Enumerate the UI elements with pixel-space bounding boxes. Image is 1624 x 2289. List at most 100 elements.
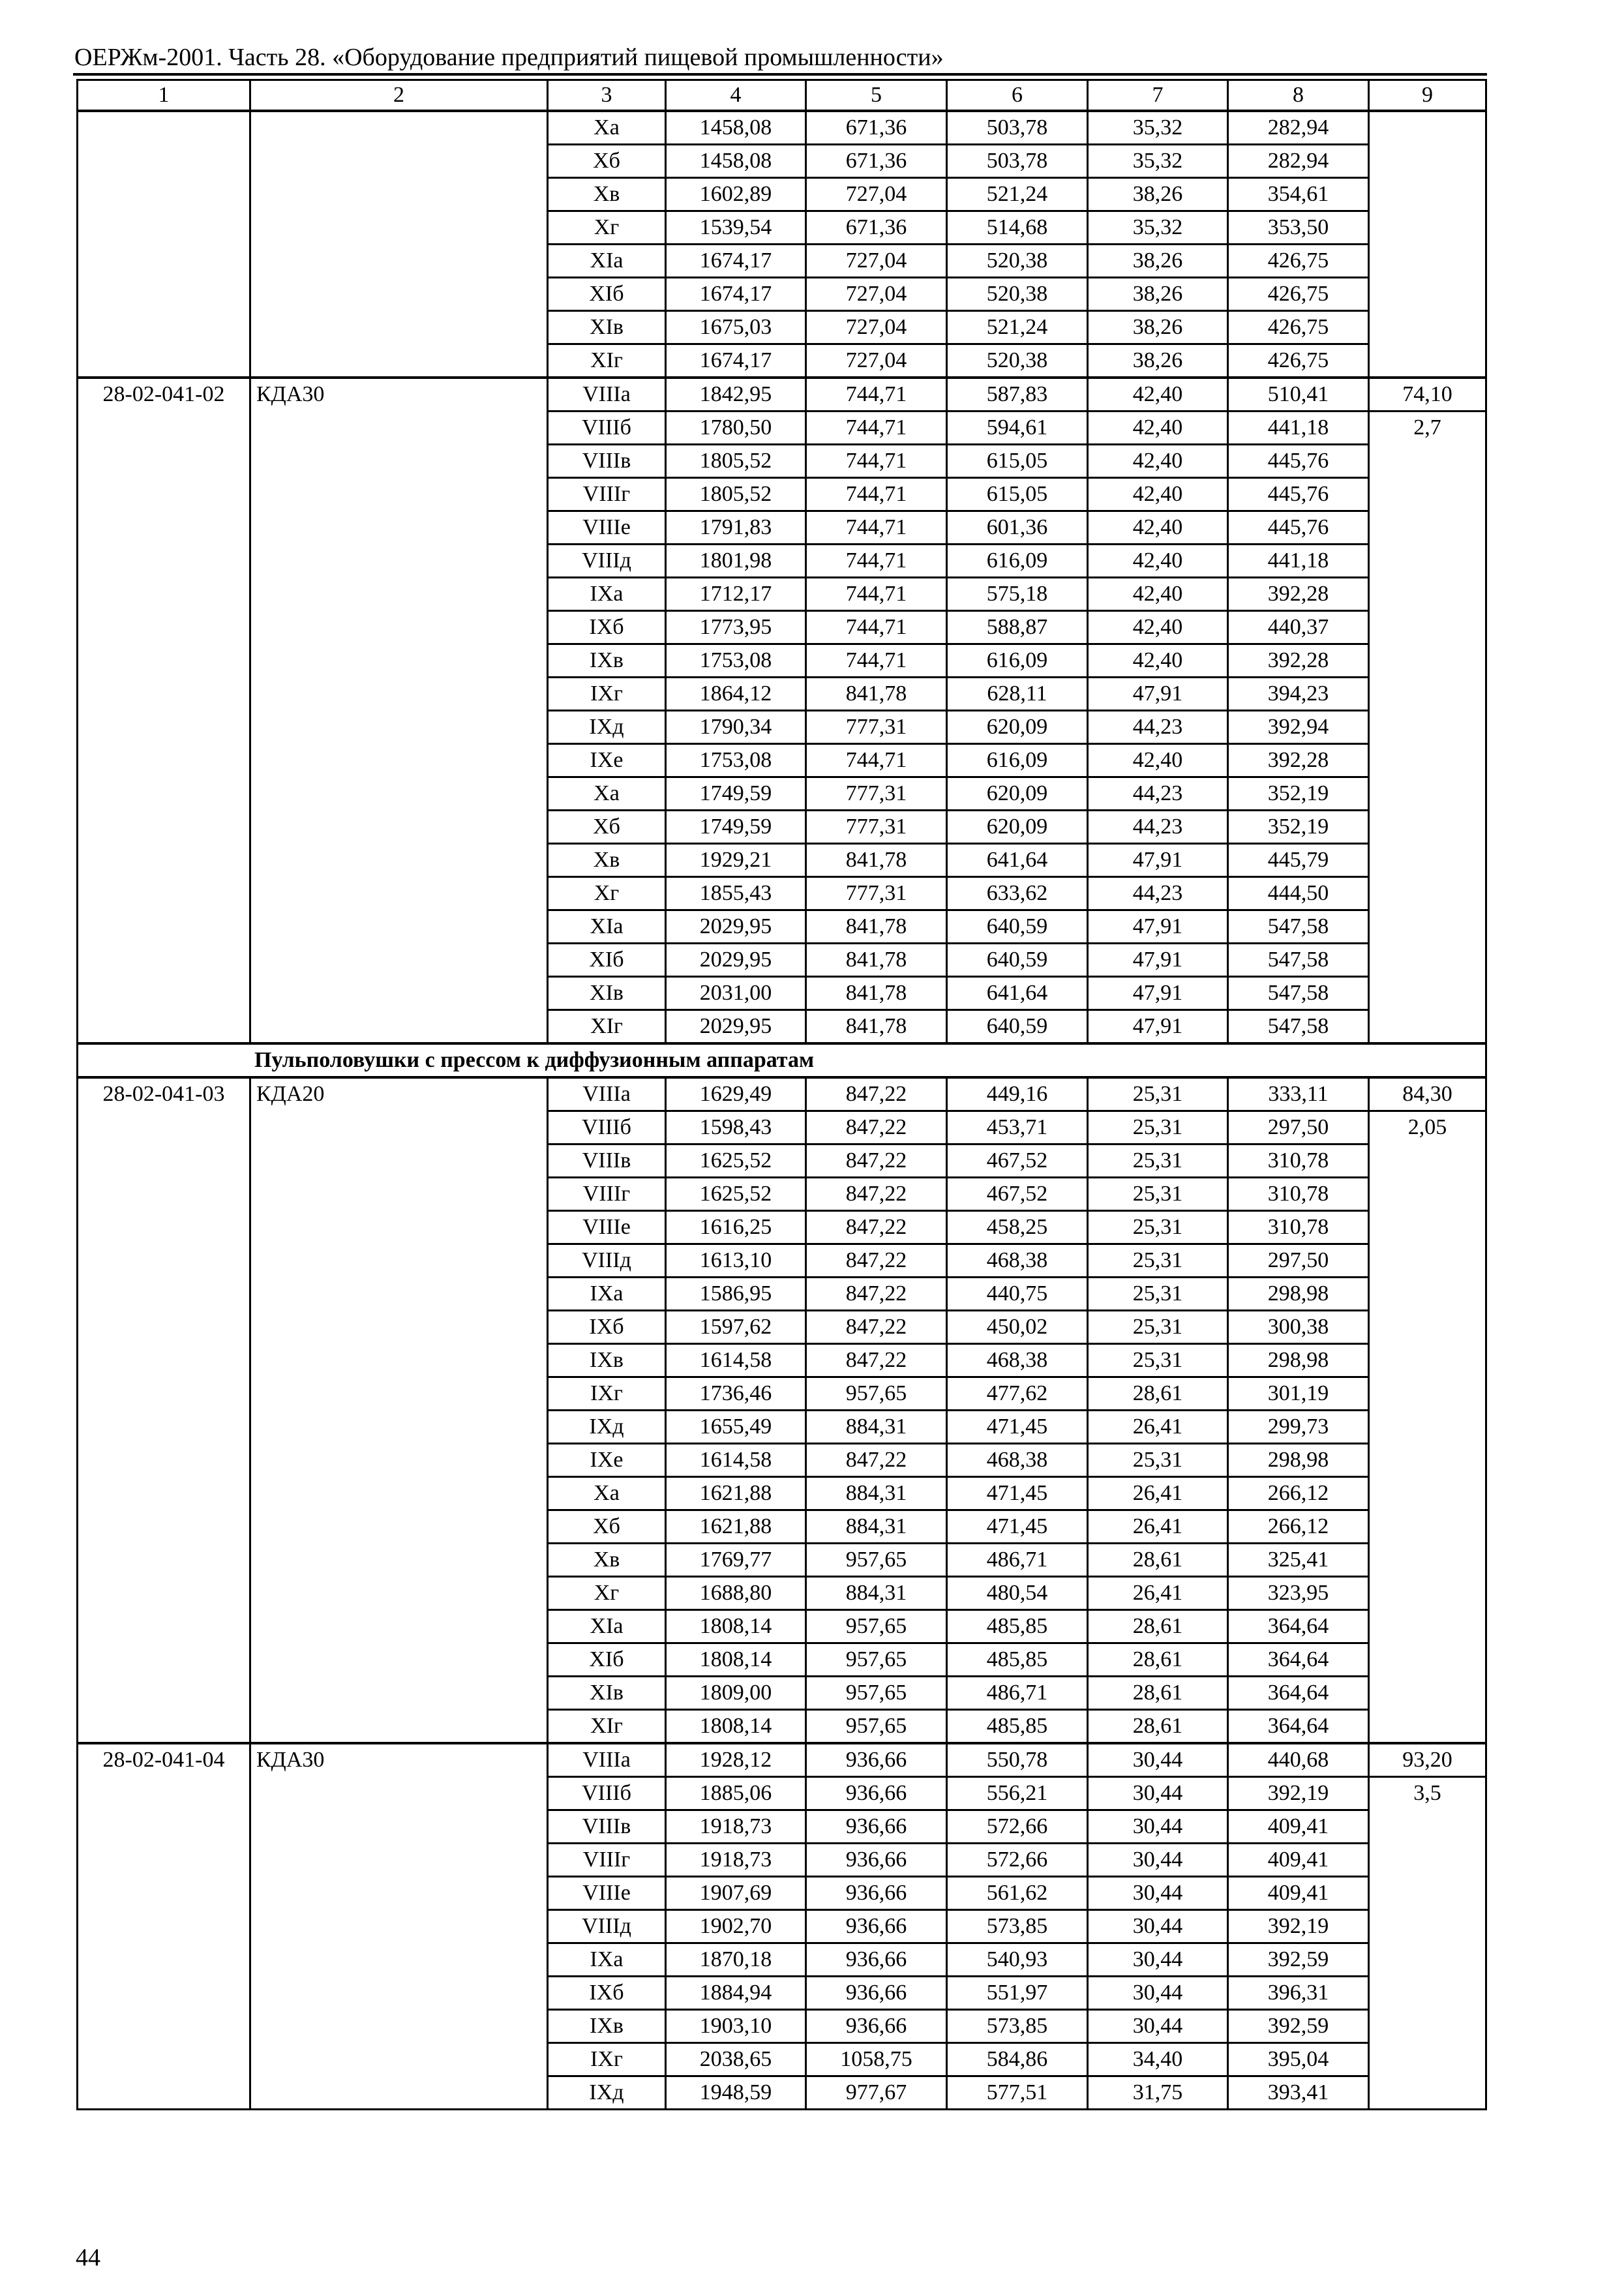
value-cell-col5: 957,65 — [805, 1709, 948, 1744]
value-cell-col6: 485,85 — [946, 1609, 1089, 1644]
value-cell-col8: 297,50 — [1227, 1243, 1370, 1278]
value-cell-col7: 42,40 — [1087, 543, 1229, 578]
value-cell-col7: 30,44 — [1087, 1876, 1229, 1911]
value-cell-col7: 42,40 — [1087, 510, 1229, 545]
value-cell-col4: 1918,73 — [665, 1809, 807, 1844]
value-cell-col5: 744,71 — [805, 610, 948, 645]
table-row: Xв 1769,77 957,65 486,71 28,61 325,41 — [78, 1542, 1486, 1578]
category-cell: Xв — [547, 177, 667, 212]
value-cell-col7: 25,31 — [1087, 1110, 1229, 1145]
value-cell-col5: 957,65 — [805, 1609, 948, 1644]
category-cell: IXб — [547, 610, 667, 645]
table-row: XIг 1674,17 727,04 520,38 38,26 426,75 — [78, 343, 1486, 379]
value-cell-col5: 847,22 — [805, 1076, 948, 1112]
value-cell-col8: 392,94 — [1227, 710, 1370, 745]
table-row: IXв 1614,58 847,22 468,38 25,31 298,98 — [78, 1343, 1486, 1378]
value-cell-col4: 2029,95 — [665, 1009, 807, 1045]
category-cell: Xв — [547, 1542, 667, 1578]
value-cell-col6: 520,38 — [946, 243, 1089, 278]
value-cell-col6: 588,87 — [946, 610, 1089, 645]
value-cell-col4: 1870,18 — [665, 1942, 807, 1977]
value-cell-col7: 28,61 — [1087, 1609, 1229, 1644]
value-cell-col4: 2029,95 — [665, 942, 807, 978]
value-cell-col8: 354,61 — [1227, 177, 1370, 212]
value-cell-col5: 977,67 — [805, 2075, 948, 2110]
table-row: XIа 1808,14 957,65 485,85 28,61 364,64 — [78, 1609, 1486, 1644]
page-header-title: ОЕРЖм-2001. Часть 28. «Оборудование пред… — [74, 44, 944, 71]
table-body: Xа 1458,08 671,36 503,78 35,32 282,94 Xб 1458,0… — [76, 110, 1487, 2110]
value-cell-col5: 777,31 — [805, 809, 948, 845]
value-cell-col5: 744,71 — [805, 376, 948, 412]
table-row: VIIIд 1801,98 744,71 616,09 42,40 441,18 — [78, 543, 1486, 578]
value-cell-col6: 458,25 — [946, 1210, 1089, 1245]
value-cell-col4: 1801,98 — [665, 543, 807, 578]
value-cell-col8: 364,64 — [1227, 1609, 1370, 1644]
value-cell-col5: 884,31 — [805, 1509, 948, 1544]
value-cell-col4: 1903,10 — [665, 2009, 807, 2044]
value-cell-col5: 936,66 — [805, 1876, 948, 1911]
value-cell-col6: 520,38 — [946, 343, 1089, 379]
value-cell-col7: 44,23 — [1087, 809, 1229, 845]
value-cell-col5: 936,66 — [805, 2009, 948, 2044]
value-cell-col8: 510,41 — [1227, 376, 1370, 412]
value-cell-col4: 1907,69 — [665, 1876, 807, 1911]
col9-cell — [1368, 110, 1487, 379]
value-cell-col4: 1884,94 — [665, 1975, 807, 2011]
value-cell-col5: 671,36 — [805, 143, 948, 179]
unit-value-cell: 3,5 — [1368, 1776, 1487, 2110]
value-cell-col8: 393,41 — [1227, 2075, 1370, 2110]
value-cell-col7: 25,31 — [1087, 1143, 1229, 1178]
table-row: VIIIв 1625,52 847,22 467,52 25,31 310,78 — [78, 1143, 1486, 1178]
value-cell-col6: 467,52 — [946, 1176, 1089, 1212]
value-cell-col7: 28,61 — [1087, 1709, 1229, 1744]
table-row: IXг 2038,65 1058,75 584,86 34,40 395,04 — [78, 2042, 1486, 2077]
value-cell-col6: 616,09 — [946, 643, 1089, 678]
table-row: Xа 1621,88 884,31 471,45 26,41 266,12 — [78, 1476, 1486, 1511]
value-cell-col8: 266,12 — [1227, 1476, 1370, 1511]
value-cell-col5: 777,31 — [805, 710, 948, 745]
value-cell-col4: 1790,34 — [665, 710, 807, 745]
value-cell-col5: 744,71 — [805, 410, 948, 445]
table-row: Xв 1602,89 727,04 521,24 38,26 354,61 — [78, 177, 1486, 212]
value-cell-col8: 426,75 — [1227, 343, 1370, 379]
value-cell-col6: 561,62 — [946, 1876, 1089, 1911]
value-cell-col8: 547,58 — [1227, 976, 1370, 1011]
category-cell: XIа — [547, 909, 667, 944]
table-row: IXа 1586,95 847,22 440,75 25,31 298,98 — [78, 1276, 1486, 1311]
value-cell-col5: 841,78 — [805, 909, 948, 944]
value-cell-col5: 847,22 — [805, 1243, 948, 1278]
value-cell-col7: 47,91 — [1087, 1009, 1229, 1045]
category-cell: VIIIв — [547, 443, 667, 479]
value-cell-col5: 936,66 — [805, 1942, 948, 1977]
value-cell-col6: 468,38 — [946, 1343, 1089, 1378]
value-cell-col8: 392,59 — [1227, 2009, 1370, 2044]
category-cell: XIв — [547, 976, 667, 1011]
rate-code-cell: 28-02-041-03 — [76, 1076, 251, 1744]
category-cell: XIв — [547, 310, 667, 345]
value-cell-col8: 333,11 — [1227, 1076, 1370, 1112]
value-cell-col4: 1855,43 — [665, 876, 807, 911]
value-cell-col4: 1625,52 — [665, 1176, 807, 1212]
category-cell: IXд — [547, 2075, 667, 2110]
value-cell-col6: 573,85 — [946, 2009, 1089, 2044]
category-cell: IXд — [547, 1409, 667, 1444]
value-cell-col4: 1675,03 — [665, 310, 807, 345]
value-cell-col8: 323,95 — [1227, 1576, 1370, 1611]
value-cell-col6: 556,21 — [946, 1776, 1089, 1811]
value-cell-col4: 2029,95 — [665, 909, 807, 944]
table-row: IXг 1864,12 841,78 628,11 47,91 394,23 — [78, 676, 1486, 711]
table-row: XIа 1674,17 727,04 520,38 38,26 426,75 — [78, 243, 1486, 278]
value-cell-col7: 47,91 — [1087, 676, 1229, 711]
value-cell-col4: 1586,95 — [665, 1276, 807, 1311]
value-cell-col6: 616,09 — [946, 743, 1089, 778]
category-cell: VIIIг — [547, 1842, 667, 1878]
table-row: IXе 1753,08 744,71 616,09 42,40 392,28 — [78, 743, 1486, 778]
value-cell-col6: 615,05 — [946, 443, 1089, 479]
table-row: IXд 1948,59 977,67 577,51 31,75 393,41 — [78, 2075, 1486, 2110]
table-row: Xг 1539,54 671,36 514,68 35,32 353,50 — [78, 210, 1486, 245]
value-cell-col8: 440,37 — [1227, 610, 1370, 645]
value-cell-col8: 298,98 — [1227, 1343, 1370, 1378]
value-cell-col8: 392,28 — [1227, 743, 1370, 778]
value-cell-col6: 594,61 — [946, 410, 1089, 445]
